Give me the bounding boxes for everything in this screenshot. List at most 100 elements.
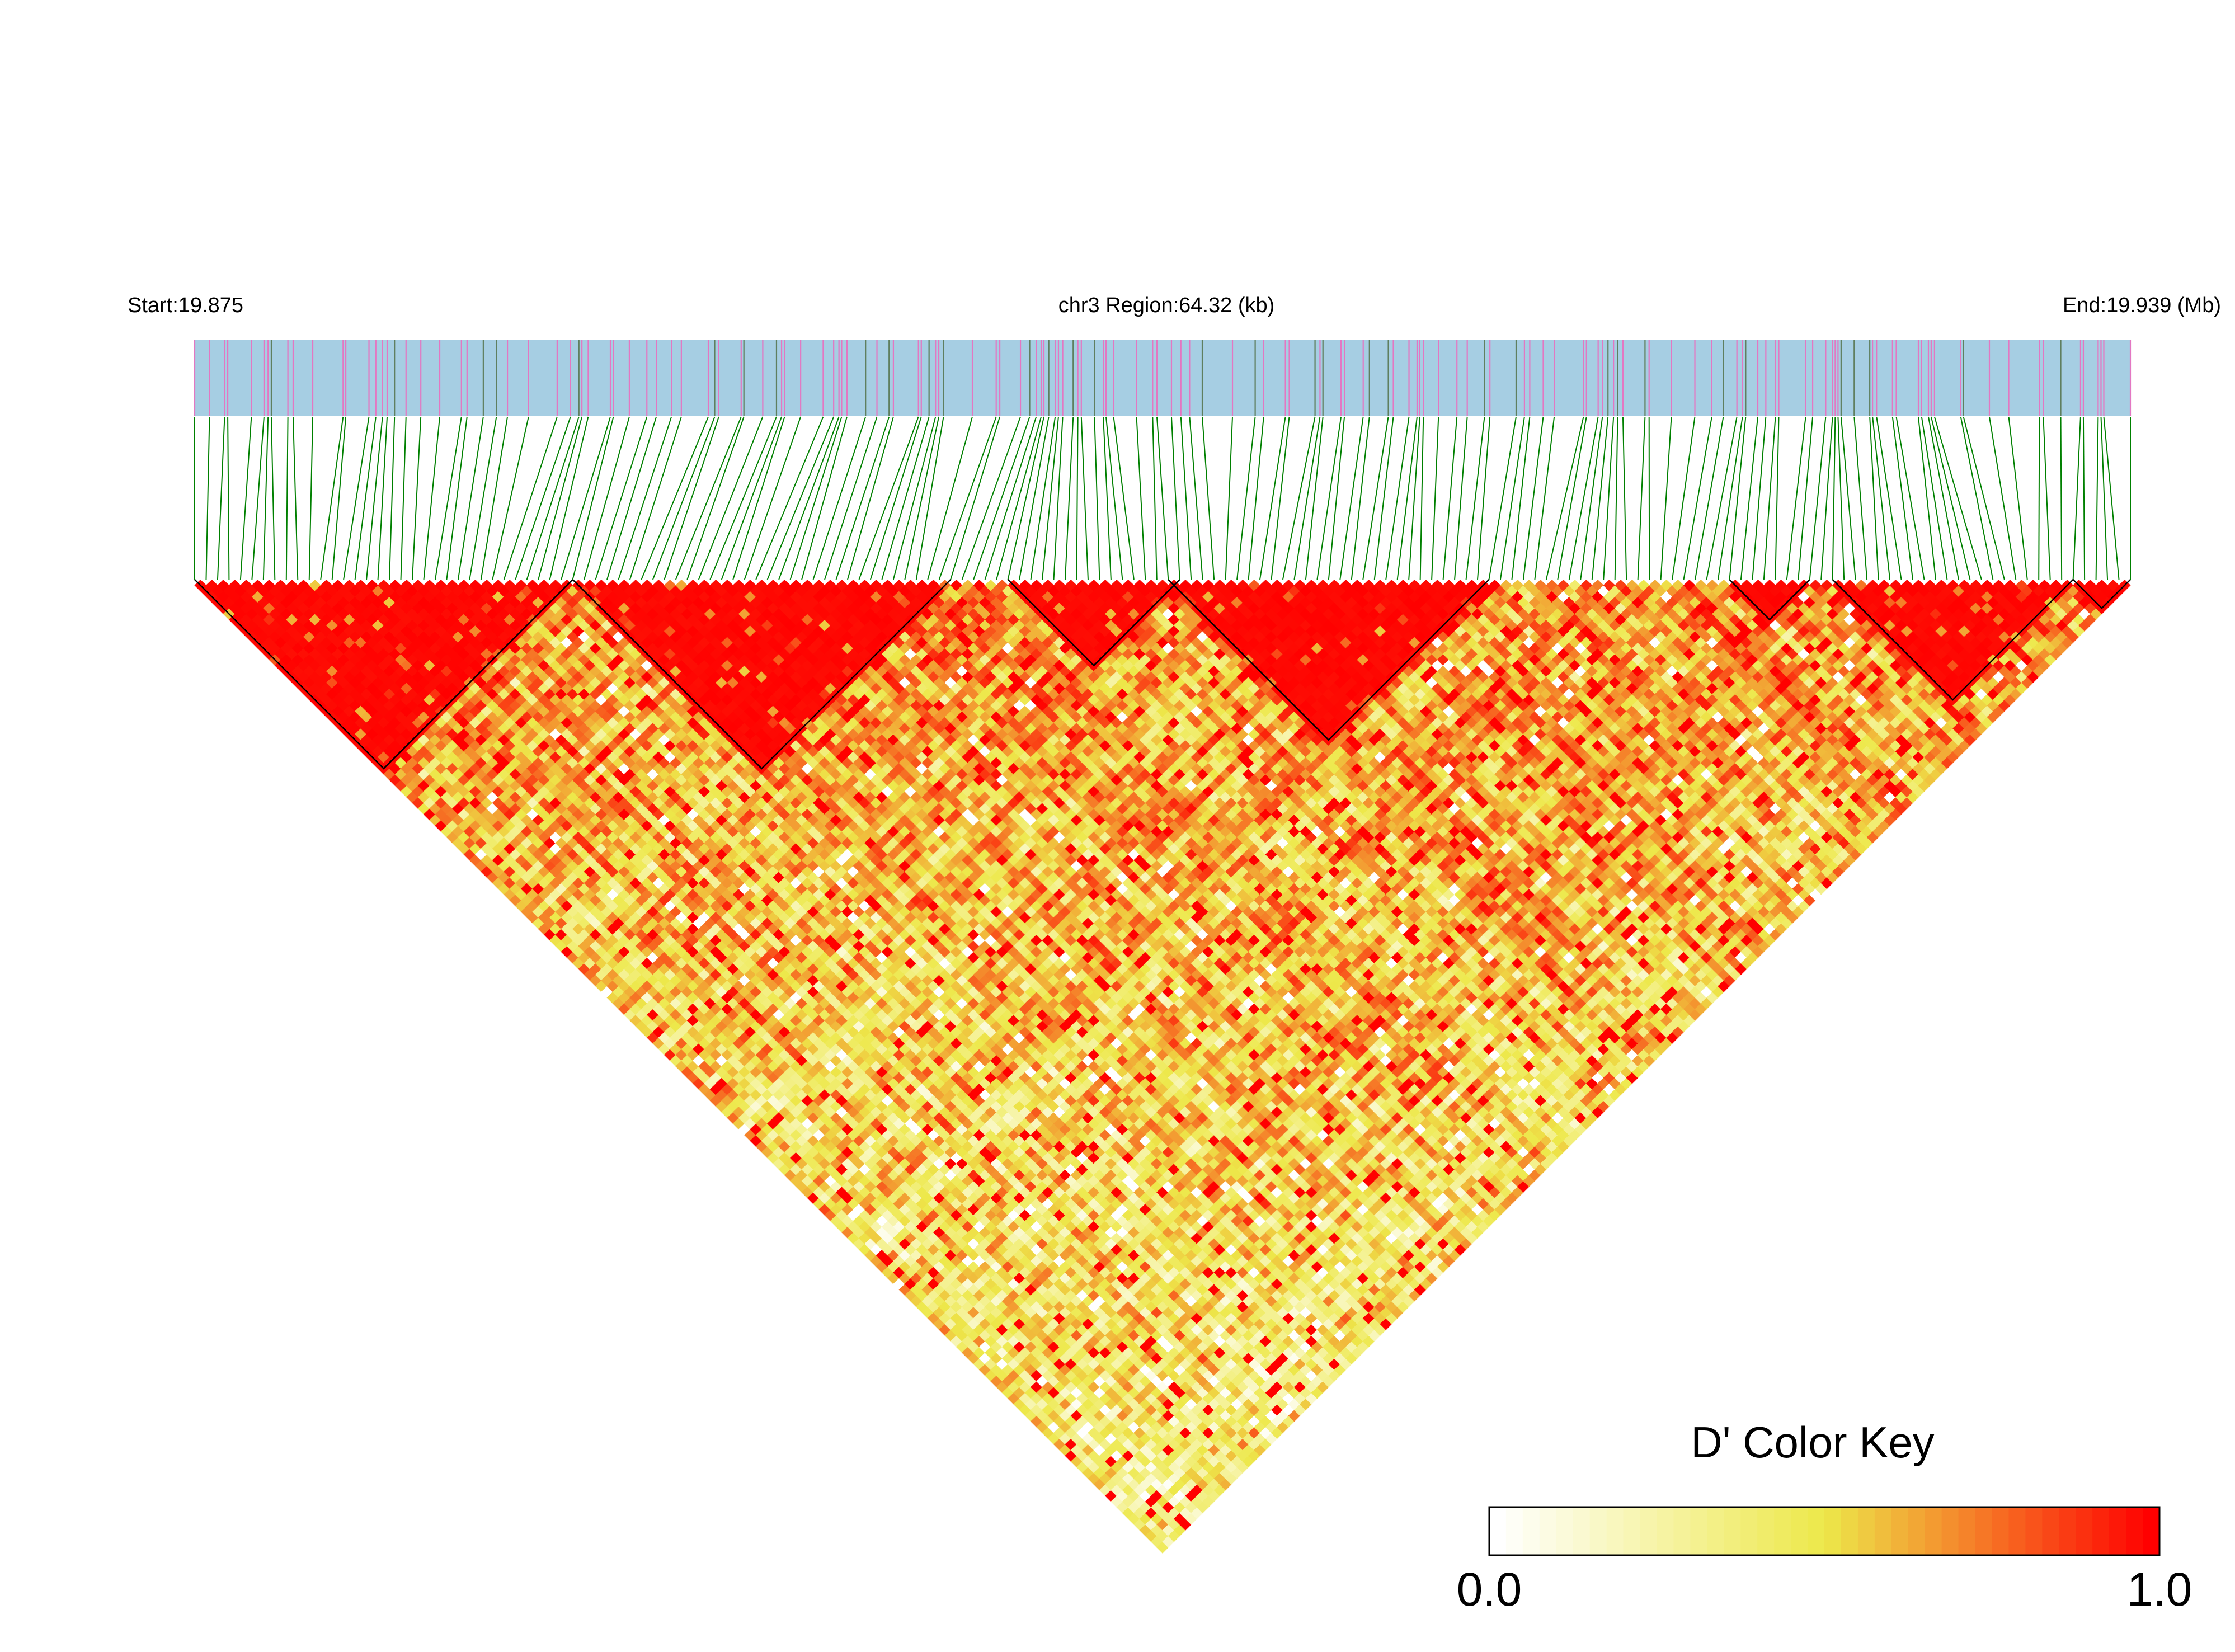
snp-connector xyxy=(262,416,269,580)
snp-connector xyxy=(1614,416,1618,580)
snp-connector xyxy=(1695,416,1724,580)
snp-connector xyxy=(1064,416,1074,580)
snp-connector xyxy=(996,416,1042,580)
snp-connector xyxy=(1622,416,1627,580)
snp-connector xyxy=(1156,416,1169,580)
snp-connector xyxy=(1876,416,1902,580)
snp-connector xyxy=(251,416,265,580)
snp-connector xyxy=(239,416,252,580)
snp-connector xyxy=(1557,416,1587,580)
snp-connector xyxy=(1180,416,1192,580)
snp-connector xyxy=(1152,416,1158,580)
snp-connector xyxy=(1545,416,1584,580)
snp-connector xyxy=(270,416,276,580)
snp-connector xyxy=(2072,416,2081,580)
snp-connector xyxy=(1927,416,1959,580)
snp-connector xyxy=(366,416,383,580)
snp-connector xyxy=(1282,416,1316,580)
snp-connector xyxy=(1683,416,1712,580)
snp-connector xyxy=(1189,416,1203,580)
snp-connector xyxy=(2082,416,2086,580)
snp-connector xyxy=(1442,416,1458,580)
snp-track-background xyxy=(195,340,2130,416)
snp-connector xyxy=(1603,416,1615,580)
ld-cell xyxy=(297,580,310,592)
snp-connector xyxy=(1798,416,1814,580)
snp-connector xyxy=(492,416,529,580)
snp-connector xyxy=(1042,416,1059,580)
snp-connector xyxy=(2043,416,2051,580)
snp-connector xyxy=(446,416,468,580)
snp-connector xyxy=(1019,416,1050,580)
snp-connector xyxy=(1136,416,1146,580)
snp-connector xyxy=(744,416,802,580)
snp-connector xyxy=(411,416,422,580)
snp-connector xyxy=(1706,416,1738,580)
snp-connector xyxy=(1396,416,1418,580)
snp-connector xyxy=(1385,416,1410,580)
snp-connector xyxy=(354,416,377,580)
snp-connector xyxy=(812,416,867,580)
snp-connector xyxy=(721,416,782,580)
snp-connector xyxy=(1853,416,1868,580)
region-end-label: End:19.939 (Mb) xyxy=(2063,294,2221,317)
snp-connector xyxy=(1752,416,1767,580)
snp-connector xyxy=(285,416,289,580)
snp-connector xyxy=(1316,416,1342,580)
snp-connector xyxy=(503,416,558,580)
snp-connector xyxy=(915,416,944,580)
snp-connector xyxy=(217,416,225,580)
snp-connector xyxy=(1988,416,2017,580)
snp-connector xyxy=(1105,416,1123,580)
snp-connector xyxy=(2103,416,2120,580)
snp-connector xyxy=(1362,416,1389,580)
snp-connector xyxy=(984,416,1037,580)
snp-connector xyxy=(755,416,824,580)
ld-cell xyxy=(286,580,298,592)
snp-connector xyxy=(308,416,314,580)
snp-connector xyxy=(904,416,940,580)
snp-connector xyxy=(1076,416,1079,580)
snp-connector xyxy=(1832,416,1836,580)
snp-connector xyxy=(675,416,742,580)
snp-connector xyxy=(1454,416,1468,580)
snp-connector xyxy=(205,416,210,580)
snp-connector xyxy=(973,416,1031,580)
snp-connector xyxy=(664,416,719,580)
snp-connector xyxy=(1809,416,1827,580)
snp-connector xyxy=(2008,416,2028,580)
snp-connector xyxy=(824,416,878,580)
snp-connector xyxy=(732,416,785,580)
snp-connector xyxy=(1895,416,1925,580)
snp-connector xyxy=(1917,416,1936,580)
snp-connector xyxy=(561,416,611,580)
snp-connector xyxy=(652,416,716,580)
snp-connector xyxy=(1236,416,1256,580)
snp-connector xyxy=(1963,416,2005,580)
snp-connector xyxy=(698,416,764,580)
snp-connector xyxy=(1872,416,1891,580)
snp-connector xyxy=(1729,416,1747,580)
ld-cell xyxy=(274,580,287,592)
snp-connector xyxy=(950,416,1001,580)
snp-connector xyxy=(1328,416,1345,580)
snp-connector xyxy=(1293,416,1321,580)
snp-connector xyxy=(858,416,919,580)
snp-connector xyxy=(1225,416,1234,580)
snp-connector xyxy=(292,416,299,580)
snp-connector xyxy=(606,416,657,580)
snp-connector xyxy=(227,416,230,580)
snp-connector xyxy=(572,416,614,580)
snp-connector xyxy=(331,416,347,580)
snp-connector xyxy=(1431,416,1439,580)
snp-connector xyxy=(1339,416,1364,580)
snp-connector xyxy=(480,416,509,580)
snp-connector xyxy=(1840,416,1856,580)
snp-connector xyxy=(400,416,407,580)
snp-connector xyxy=(835,416,890,580)
ld-cell xyxy=(217,580,230,592)
snp-connector xyxy=(1248,416,1264,580)
snp-connector xyxy=(1717,416,1743,580)
snp-connector xyxy=(1030,416,1056,580)
